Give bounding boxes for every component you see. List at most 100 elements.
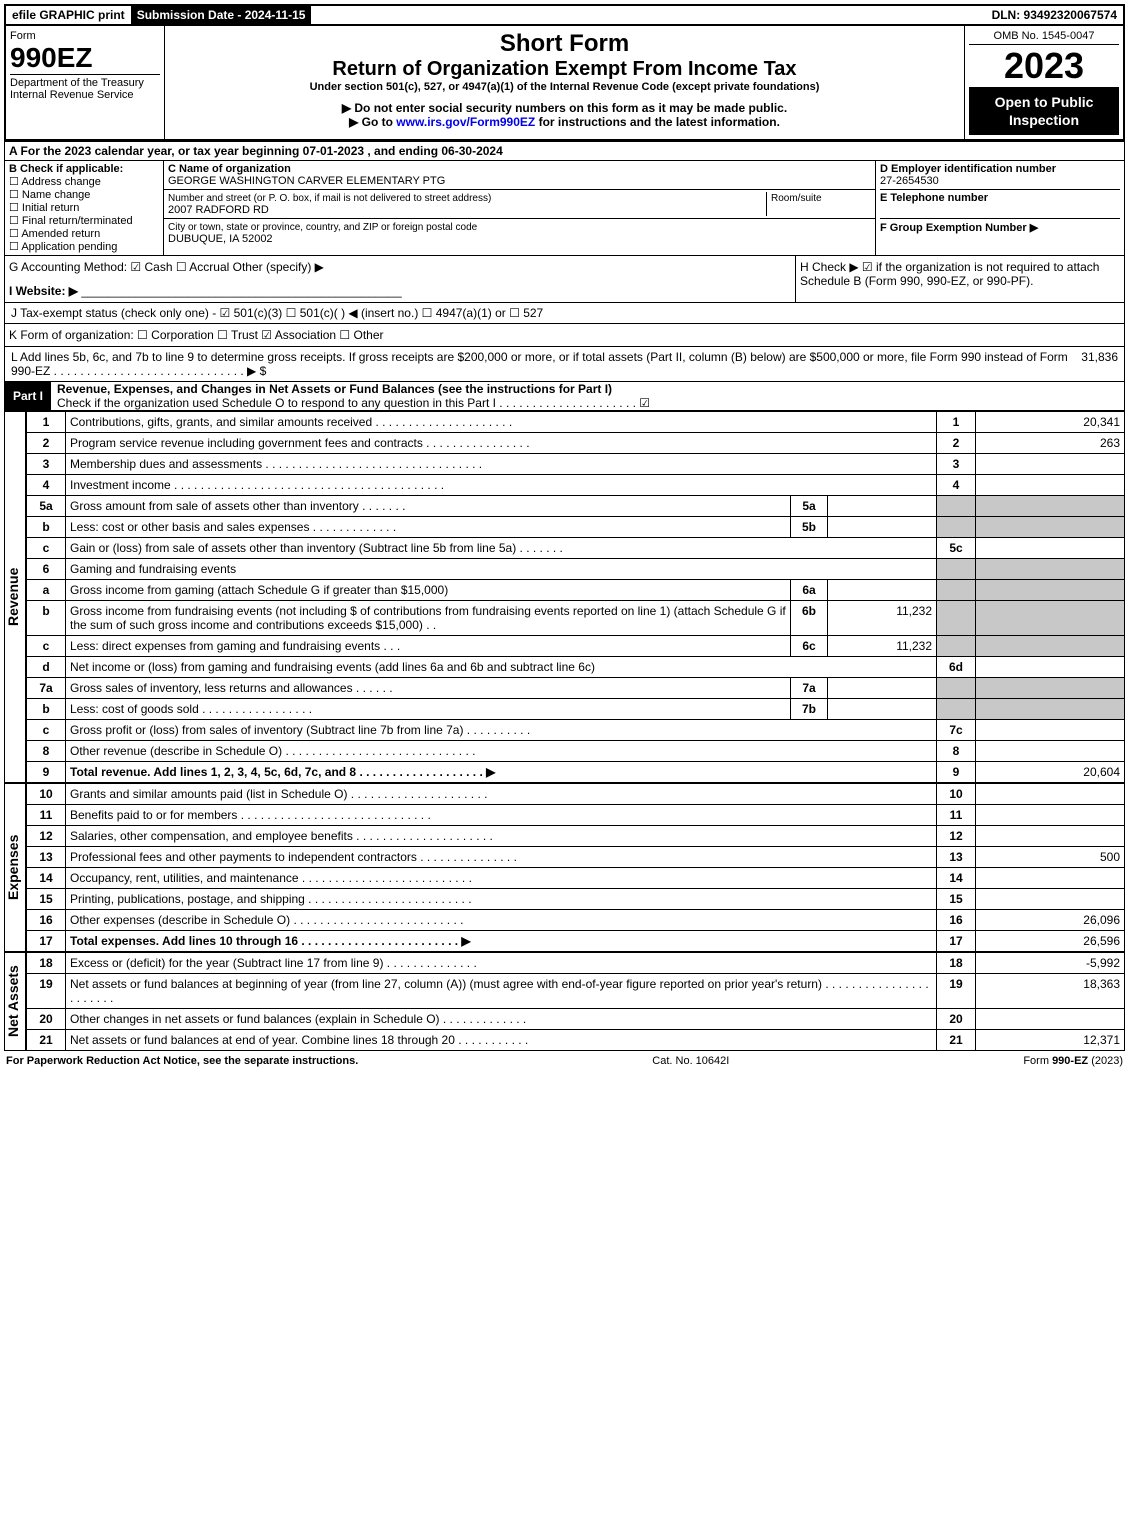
line-6a-text: Gross income from gaming (attach Schedul…: [66, 580, 791, 601]
line-5a-ibox: 5a: [791, 496, 828, 517]
line-13-text: Professional fees and other payments to …: [66, 847, 937, 868]
line-14-text: Occupancy, rent, utilities, and maintena…: [66, 868, 937, 889]
line-10-num: 10: [27, 784, 66, 805]
line-6b-ival: 11,232: [828, 601, 937, 636]
line-5a-text: Gross amount from sale of assets other t…: [66, 496, 791, 517]
line-5b-text: Less: cost or other basis and sales expe…: [66, 517, 791, 538]
line-6a-grey: [937, 580, 976, 601]
section-a-taxyear: A For the 2023 calendar year, or tax yea…: [4, 141, 1125, 161]
line-10-amount: [976, 784, 1125, 805]
line-14-num: 14: [27, 868, 66, 889]
line-5c-num: c: [27, 538, 66, 559]
line-13-amount: 500: [976, 847, 1125, 868]
line-6b-num: b: [27, 601, 66, 636]
k-form-of-org: K Form of organization: ☐ Corporation ☐ …: [4, 324, 1125, 347]
line-12-amount: [976, 826, 1125, 847]
paperwork-notice: For Paperwork Reduction Act Notice, see …: [6, 1055, 358, 1067]
line-6c-num: c: [27, 636, 66, 657]
line-19-box: 19: [937, 974, 976, 1009]
cb-name-change[interactable]: Name change: [22, 189, 91, 201]
under-section: Under section 501(c), 527, or 4947(a)(1)…: [169, 81, 960, 93]
line-6-grey: [937, 559, 976, 580]
line-11-box: 11: [937, 805, 976, 826]
line-15-text: Printing, publications, postage, and shi…: [66, 889, 937, 910]
efile-print-label[interactable]: efile GRAPHIC print: [6, 6, 131, 24]
line-7a-text: Gross sales of inventory, less returns a…: [66, 678, 791, 699]
line-12-text: Salaries, other compensation, and employ…: [66, 826, 937, 847]
short-form-title: Short Form: [169, 30, 960, 58]
line-7c-amount: [976, 720, 1125, 741]
line-21-text: Net assets or fund balances at end of ye…: [66, 1030, 937, 1051]
street-label: Number and street (or P. O. box, if mail…: [168, 193, 491, 204]
line-6b-grey: [937, 601, 976, 636]
l-gross-receipts: L Add lines 5b, 6c, and 7b to line 9 to …: [4, 347, 1125, 382]
line-2-amount: 263: [976, 433, 1125, 454]
goto-link[interactable]: ▶ Go to www.irs.gov/Form990EZ for instru…: [169, 115, 960, 129]
line-3-amount: [976, 454, 1125, 475]
line-7b-text: Less: cost of goods sold . . . . . . . .…: [66, 699, 791, 720]
org-name: GEORGE WASHINGTON CARVER ELEMENTARY PTG: [168, 175, 445, 187]
line-21-num: 21: [27, 1030, 66, 1051]
line-7b-grey: [937, 699, 976, 720]
room-label: Room/suite: [771, 193, 822, 204]
line-5b-grey: [937, 517, 976, 538]
line-7b-num: b: [27, 699, 66, 720]
line-3-text: Membership dues and assessments . . . . …: [66, 454, 937, 475]
tax-year: 2023: [969, 45, 1119, 87]
cb-app-pending[interactable]: Application pending: [21, 241, 117, 253]
line-15-amount: [976, 889, 1125, 910]
city-value: DUBUQUE, IA 52002: [168, 233, 273, 245]
irs-form990ez-link[interactable]: www.irs.gov/Form990EZ: [396, 115, 535, 129]
revenue-table: 1Contributions, gifts, grants, and simil…: [26, 411, 1125, 783]
irs-label: Internal Revenue Service: [10, 89, 160, 101]
line-5a-ival: [828, 496, 937, 517]
line-21-box: 21: [937, 1030, 976, 1051]
line-4-amount: [976, 475, 1125, 496]
line-2-box: 2: [937, 433, 976, 454]
line-5b-num: b: [27, 517, 66, 538]
line-5c-text: Gain or (loss) from sale of assets other…: [66, 538, 937, 559]
name-label: C Name of organization: [168, 163, 291, 175]
part1-title: Revenue, Expenses, and Changes in Net As…: [57, 382, 612, 396]
line-19-num: 19: [27, 974, 66, 1009]
line-7a-ibox: 7a: [791, 678, 828, 699]
line-20-num: 20: [27, 1009, 66, 1030]
line-15-box: 15: [937, 889, 976, 910]
line-3-box: 3: [937, 454, 976, 475]
line-1-amount: 20,341: [976, 412, 1125, 433]
line-6c-text: Less: direct expenses from gaming and fu…: [66, 636, 791, 657]
phone-label: E Telephone number: [880, 192, 988, 204]
street-value: 2007 RADFORD RD: [168, 204, 269, 216]
line-6c-grey-amt: [976, 636, 1125, 657]
part1-header-row: Part I Revenue, Expenses, and Changes in…: [4, 382, 1125, 411]
line-6d-box: 6d: [937, 657, 976, 678]
line-13-num: 13: [27, 847, 66, 868]
line-8-amount: [976, 741, 1125, 762]
line-6b-text: Gross income from fundraising events (no…: [66, 601, 791, 636]
cb-amended-return[interactable]: Amended return: [21, 228, 100, 240]
line-1-num: 1: [27, 412, 66, 433]
line-4-num: 4: [27, 475, 66, 496]
line-21-amount: 12,371: [976, 1030, 1125, 1051]
line-14-box: 14: [937, 868, 976, 889]
line-7a-ival: [828, 678, 937, 699]
line-7c-num: c: [27, 720, 66, 741]
header-left: Form 990EZ Department of the Treasury In…: [6, 26, 165, 139]
line-2-num: 2: [27, 433, 66, 454]
cb-initial-return[interactable]: Initial return: [22, 202, 79, 214]
netassets-table: 18Excess or (deficit) for the year (Subt…: [26, 952, 1125, 1051]
line-16-amount: 26,096: [976, 910, 1125, 931]
line-9-num: 9: [27, 762, 66, 783]
line-6c-grey: [937, 636, 976, 657]
line-12-num: 12: [27, 826, 66, 847]
part1-checknote: Check if the organization used Schedule …: [57, 396, 650, 410]
line-6-grey-amt: [976, 559, 1125, 580]
ein-label: D Employer identification number: [880, 163, 1056, 175]
box-b-title: B Check if applicable:: [9, 163, 123, 175]
l-amount: 31,836: [1077, 350, 1118, 378]
cb-address-change[interactable]: Address change: [21, 176, 101, 188]
line-6-text: Gaming and fundraising events: [66, 559, 937, 580]
cb-final-return[interactable]: Final return/terminated: [22, 215, 133, 227]
l-text: L Add lines 5b, 6c, and 7b to line 9 to …: [11, 350, 1077, 378]
line-5a-num: 5a: [27, 496, 66, 517]
